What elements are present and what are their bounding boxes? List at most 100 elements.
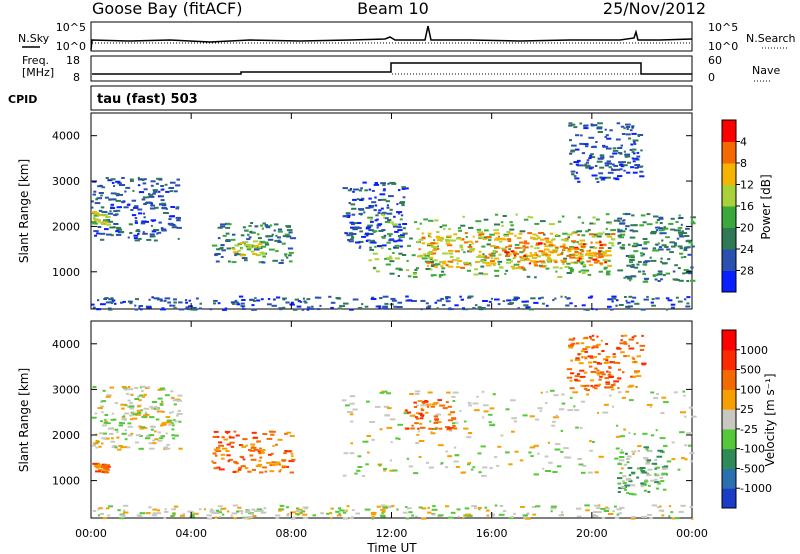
power-cell [119, 231, 125, 233]
power-cell [510, 224, 514, 227]
power-cell [351, 207, 357, 210]
velocity-cell [415, 515, 418, 518]
velocity-cell [642, 432, 648, 435]
power-cell [447, 265, 454, 268]
velocity-cell [511, 417, 517, 420]
power-cell [459, 244, 463, 247]
power-cell [503, 234, 509, 237]
velocity-cell [505, 408, 510, 411]
power-cell [552, 266, 559, 269]
velocity-cell [452, 425, 456, 427]
power-cell [629, 279, 632, 282]
velocity-cell [628, 431, 631, 434]
velocity-cell [568, 338, 575, 341]
power-cell [363, 211, 366, 214]
power-cell [366, 234, 369, 237]
power-cell [684, 298, 687, 301]
power-cell [122, 300, 126, 303]
velocity-cell [211, 460, 214, 463]
velocity-cell [617, 368, 622, 371]
power-cell [292, 308, 298, 311]
velocity-cell [601, 373, 606, 376]
power-cell [658, 246, 663, 249]
power-cell [472, 307, 476, 310]
power-cell [604, 233, 611, 236]
power-colorbar-tick-label: 28 [740, 265, 754, 278]
power-cell [134, 304, 137, 307]
power-cell [610, 308, 614, 311]
velocity-cell [632, 357, 636, 360]
power-cell [507, 240, 512, 243]
power-cell [117, 182, 122, 185]
power-cell [521, 300, 527, 303]
velocity-cell [496, 464, 500, 467]
power-cell [348, 240, 354, 243]
velocity-cell [459, 410, 462, 412]
power-cell [559, 267, 563, 270]
power-cell [143, 216, 146, 219]
velocity-cell [609, 361, 615, 364]
power-cell [365, 227, 370, 230]
power-cell [280, 259, 284, 262]
power-cell [683, 256, 687, 258]
power-cell [411, 254, 416, 257]
power-cell [430, 242, 436, 245]
date-title: 25/Nov/2012 [603, 0, 706, 18]
velocity-cell [646, 472, 650, 475]
velocity-cell [166, 419, 173, 422]
velocity-cell [626, 461, 630, 464]
power-cell [132, 206, 139, 209]
power-cell [368, 205, 374, 207]
power-cell [615, 304, 618, 307]
velocity-cell [660, 473, 665, 476]
power-cell [633, 141, 636, 144]
power-cell [369, 220, 374, 223]
velocity-cell [599, 375, 603, 378]
power-cell [494, 269, 500, 272]
power-cell [484, 229, 489, 232]
velocity-cell [691, 415, 697, 418]
power-cell [169, 190, 174, 193]
power-cell [368, 259, 372, 262]
power-cell [618, 304, 624, 306]
velocity-cell [129, 402, 133, 404]
power-cell [583, 308, 587, 311]
power-cell [482, 273, 489, 276]
power-cell [497, 235, 500, 238]
power-cell [575, 257, 580, 260]
power-cell [369, 240, 373, 243]
power-cell [527, 232, 532, 235]
power-cell [597, 122, 603, 125]
power-cell [384, 302, 389, 305]
power-cell [570, 240, 577, 243]
velocity-cell [574, 375, 580, 378]
power-cell [498, 253, 502, 256]
velocity-cell [644, 480, 649, 483]
power-cell [528, 262, 532, 265]
power-cell [536, 247, 540, 249]
power-cell [134, 308, 138, 311]
velocity-cell [610, 388, 615, 391]
velocity-cell [605, 383, 611, 385]
velocity-cell [220, 457, 225, 460]
power-cell [575, 163, 580, 166]
power-cell [638, 165, 644, 168]
power-cell [568, 124, 573, 127]
power-cell [604, 164, 609, 167]
power-cell [482, 236, 489, 239]
velocity-cell [103, 437, 110, 440]
velocity-cell [349, 395, 356, 398]
noise-left-tick-top: 10^5 [56, 21, 86, 34]
velocity-cell [383, 469, 386, 472]
velocity-cell [94, 412, 98, 415]
velocity-cell [351, 516, 354, 519]
power-cell [686, 239, 691, 242]
velocity-cell [176, 399, 182, 402]
velocity-cell [138, 447, 144, 450]
power-cell [92, 306, 96, 309]
power-cell [105, 223, 112, 226]
velocity-cell [612, 510, 615, 513]
power-cell [479, 260, 484, 263]
power-cell [490, 262, 497, 265]
